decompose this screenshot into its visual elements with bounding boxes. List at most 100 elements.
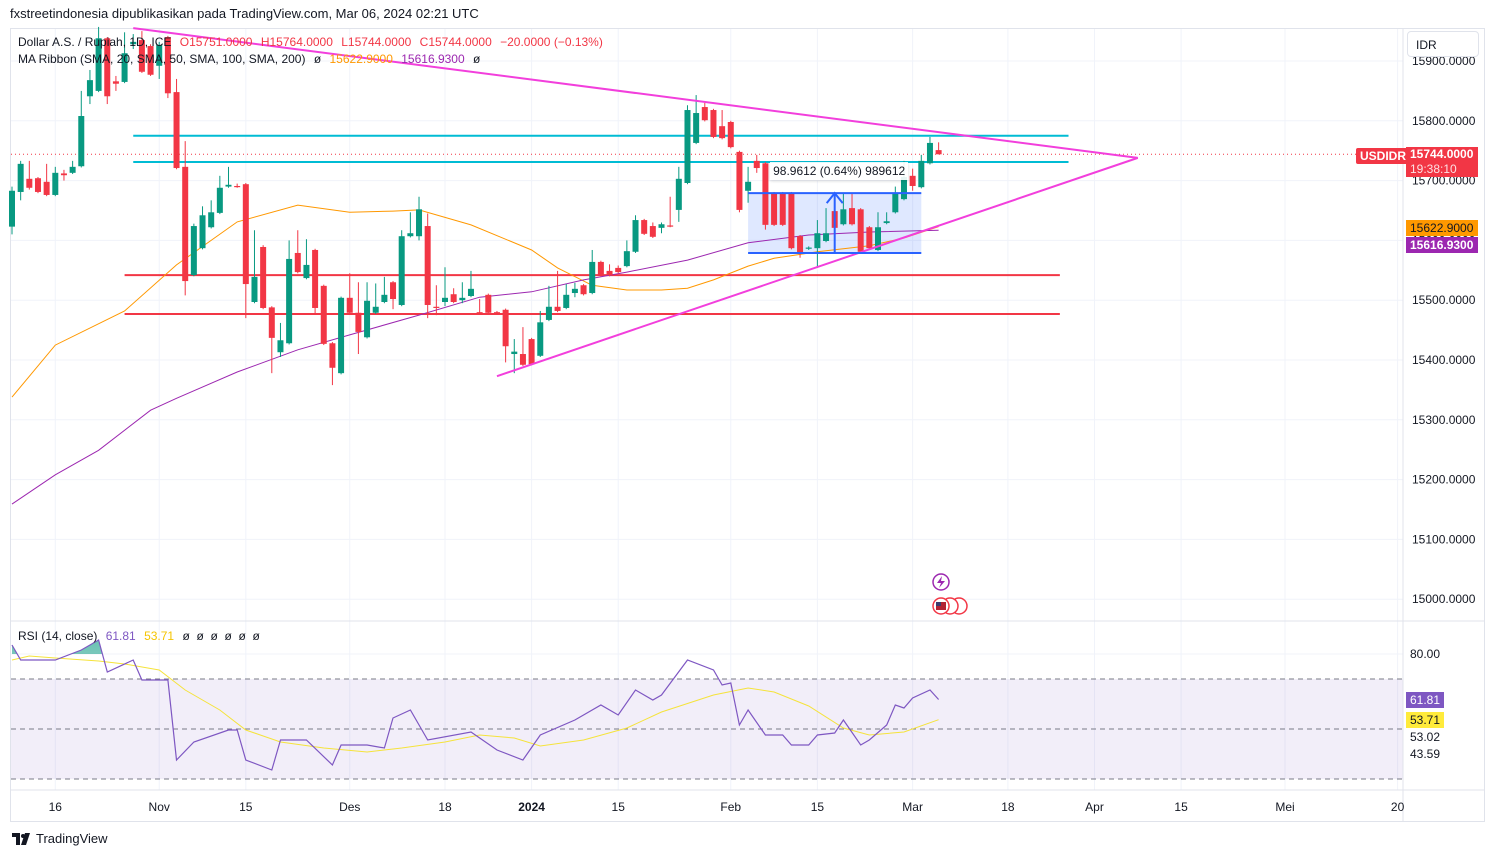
candle[interactable] <box>528 337 535 366</box>
candle[interactable] <box>173 78 180 170</box>
candle[interactable] <box>147 44 154 76</box>
candle[interactable] <box>753 154 760 173</box>
candle[interactable] <box>372 283 379 314</box>
candle[interactable] <box>34 177 41 194</box>
candle[interactable] <box>190 223 197 277</box>
currency-button[interactable]: IDR <box>1407 31 1479 57</box>
candle[interactable] <box>303 239 310 280</box>
ma-ribbon-legend[interactable]: MA Ribbon (SMA, 20, SMA, 50, SMA, 100, S… <box>18 52 485 66</box>
candle[interactable] <box>130 34 137 50</box>
candle[interactable] <box>294 230 301 274</box>
candle[interactable] <box>260 245 267 310</box>
candle[interactable] <box>701 102 708 122</box>
candle[interactable] <box>476 299 483 315</box>
candle[interactable] <box>805 246 812 250</box>
candle[interactable] <box>450 288 457 304</box>
trendline[interactable] <box>496 156 1139 378</box>
candle[interactable] <box>467 270 474 298</box>
candle[interactable] <box>926 136 933 165</box>
tradingview-logo[interactable]: TradingView <box>12 831 108 846</box>
candle[interactable] <box>762 162 769 230</box>
candle[interactable] <box>138 31 145 73</box>
candle[interactable] <box>823 208 830 243</box>
symbol-legend[interactable]: Dollar A.S. / Rupiah, 1D, ICE O15751.000… <box>18 35 608 49</box>
candle[interactable] <box>632 215 639 253</box>
candle[interactable] <box>649 222 656 239</box>
candle[interactable] <box>571 282 578 298</box>
candle[interactable] <box>493 310 500 315</box>
candle[interactable] <box>216 175 223 215</box>
candle[interactable] <box>554 270 561 313</box>
candle[interactable] <box>866 226 873 250</box>
candle[interactable] <box>156 41 163 79</box>
candle[interactable] <box>537 310 544 358</box>
candle[interactable] <box>883 212 890 225</box>
candle[interactable] <box>381 276 388 304</box>
candle[interactable] <box>918 154 925 189</box>
candle[interactable] <box>208 200 215 229</box>
candle[interactable] <box>684 105 691 185</box>
candle[interactable] <box>623 240 630 268</box>
candle[interactable] <box>407 212 414 238</box>
candle[interactable] <box>95 26 102 93</box>
candle[interactable] <box>338 296 345 375</box>
candle[interactable] <box>312 248 319 314</box>
ma-ribbon-title[interactable]: MA Ribbon (SMA, 20, SMA, 50, SMA, 100, S… <box>18 52 306 66</box>
candle[interactable] <box>779 191 786 227</box>
candle[interactable] <box>26 160 33 190</box>
candle[interactable] <box>112 75 119 91</box>
candle[interactable] <box>597 260 604 277</box>
candle[interactable] <box>606 264 613 277</box>
rsi-title[interactable]: RSI (14, close) <box>18 629 98 643</box>
candle[interactable] <box>346 273 353 314</box>
candle[interactable] <box>121 32 128 84</box>
candle[interactable] <box>814 220 821 268</box>
candle[interactable] <box>615 265 622 274</box>
candle[interactable] <box>658 222 665 234</box>
candle[interactable] <box>580 284 587 296</box>
candle[interactable] <box>199 206 206 250</box>
candle[interactable] <box>69 160 76 175</box>
candle[interactable] <box>875 212 881 252</box>
candle[interactable] <box>17 160 24 201</box>
candle[interactable] <box>840 192 847 226</box>
candle[interactable] <box>286 240 293 345</box>
candle[interactable] <box>104 37 111 105</box>
candle[interactable] <box>667 196 674 228</box>
candle[interactable] <box>416 196 423 241</box>
candle[interactable] <box>849 193 856 226</box>
candle[interactable] <box>277 322 284 358</box>
candle[interactable] <box>424 213 431 319</box>
candle[interactable] <box>935 142 942 155</box>
candle[interactable] <box>519 327 526 366</box>
candle[interactable] <box>727 120 734 149</box>
candle[interactable] <box>78 90 85 168</box>
candle[interactable] <box>364 282 371 339</box>
candle[interactable] <box>485 293 492 314</box>
candle[interactable] <box>892 186 899 214</box>
candle[interactable] <box>225 166 232 188</box>
candle[interactable] <box>589 249 596 295</box>
candle[interactable] <box>355 282 362 355</box>
candle[interactable] <box>398 230 405 307</box>
candle[interactable] <box>9 186 15 235</box>
candle[interactable] <box>511 339 518 374</box>
candle[interactable] <box>710 108 717 139</box>
candle[interactable] <box>329 342 336 386</box>
candle[interactable] <box>788 191 795 250</box>
candle[interactable] <box>771 191 778 227</box>
candle[interactable] <box>390 281 397 310</box>
candle[interactable] <box>736 150 743 213</box>
candle[interactable] <box>545 285 552 322</box>
candle[interactable] <box>43 163 50 197</box>
candle[interactable] <box>745 166 752 203</box>
candle[interactable] <box>563 284 570 310</box>
candle[interactable] <box>459 282 466 304</box>
candle[interactable] <box>182 141 189 296</box>
trendline[interactable] <box>133 27 1138 159</box>
candle[interactable] <box>242 182 249 319</box>
candle[interactable] <box>251 230 258 304</box>
candle[interactable] <box>909 168 916 191</box>
candle[interactable] <box>719 110 726 140</box>
